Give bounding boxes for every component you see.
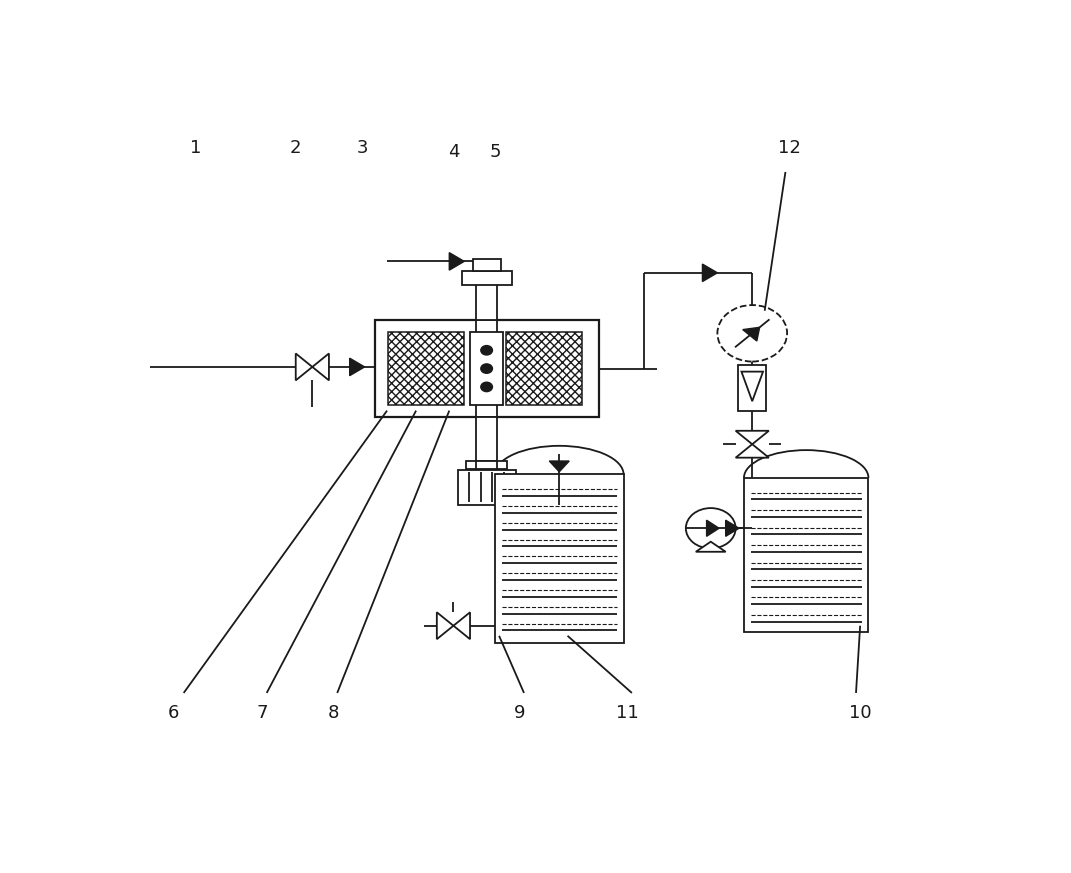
Text: 6: 6 (168, 705, 180, 722)
Text: 1: 1 (191, 140, 201, 157)
Bar (495, 475, 623, 643)
Circle shape (481, 364, 493, 374)
Polygon shape (707, 520, 719, 536)
Bar (388, 332, 464, 405)
Bar (375, 320, 599, 417)
Bar (457, 470, 516, 505)
Text: 2: 2 (290, 140, 301, 157)
Polygon shape (437, 612, 453, 639)
Polygon shape (453, 612, 470, 639)
Text: 4: 4 (448, 143, 459, 161)
Text: 10: 10 (849, 705, 872, 722)
Bar (476, 279, 497, 320)
Bar (472, 259, 501, 272)
Text: 8: 8 (328, 705, 338, 722)
Bar (738, 365, 767, 410)
Text: 12: 12 (779, 140, 801, 157)
Bar (476, 320, 497, 417)
Polygon shape (450, 252, 464, 270)
Bar (466, 461, 508, 469)
Polygon shape (742, 327, 759, 341)
Polygon shape (549, 461, 569, 471)
Polygon shape (703, 264, 718, 282)
Polygon shape (350, 358, 364, 375)
Bar (470, 332, 503, 405)
Polygon shape (313, 354, 329, 381)
Polygon shape (726, 520, 739, 536)
Bar (476, 417, 497, 461)
Polygon shape (736, 444, 769, 457)
Polygon shape (696, 541, 726, 552)
Circle shape (481, 346, 493, 355)
Polygon shape (741, 372, 763, 402)
Bar (462, 272, 512, 285)
Circle shape (481, 382, 493, 392)
Text: 11: 11 (617, 705, 639, 722)
Bar (506, 332, 583, 405)
Polygon shape (296, 354, 313, 381)
Text: 3: 3 (357, 140, 367, 157)
Polygon shape (736, 430, 769, 444)
Text: 7: 7 (257, 705, 268, 722)
Text: 9: 9 (514, 705, 526, 722)
Bar (744, 478, 869, 632)
Text: 5: 5 (489, 143, 500, 161)
